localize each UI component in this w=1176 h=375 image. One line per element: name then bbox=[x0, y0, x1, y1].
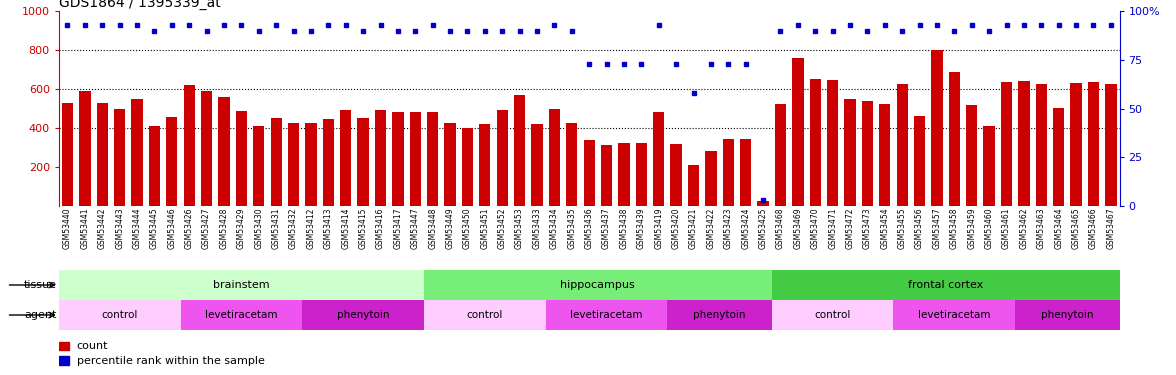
Text: levetiracetam: levetiracetam bbox=[918, 310, 990, 320]
Bar bbox=[149, 126, 160, 206]
Bar bbox=[114, 109, 126, 206]
Bar bbox=[183, 86, 195, 206]
Text: agent: agent bbox=[24, 310, 56, 320]
Bar bbox=[757, 201, 769, 206]
Bar bbox=[425, 300, 546, 330]
Text: phenytoin: phenytoin bbox=[1041, 310, 1094, 320]
Text: brainstem: brainstem bbox=[213, 280, 269, 290]
Bar bbox=[166, 117, 178, 206]
Bar bbox=[722, 139, 734, 206]
Bar bbox=[59, 270, 425, 300]
Bar bbox=[546, 300, 668, 330]
Bar bbox=[1105, 84, 1116, 206]
Bar bbox=[375, 110, 386, 206]
Bar bbox=[409, 112, 421, 206]
Bar bbox=[931, 50, 943, 206]
Bar bbox=[393, 112, 403, 206]
Bar bbox=[201, 91, 212, 206]
Bar bbox=[771, 270, 1120, 300]
Text: control: control bbox=[815, 310, 850, 320]
Bar bbox=[219, 97, 229, 206]
Bar bbox=[496, 110, 508, 206]
Bar bbox=[62, 103, 73, 206]
Bar bbox=[549, 109, 560, 206]
Bar bbox=[775, 104, 786, 206]
Bar bbox=[894, 300, 1015, 330]
Bar bbox=[59, 300, 181, 330]
Bar bbox=[636, 143, 647, 206]
Bar bbox=[793, 58, 803, 206]
Bar bbox=[181, 300, 302, 330]
Bar bbox=[983, 126, 995, 206]
Bar bbox=[358, 117, 369, 206]
Text: control: control bbox=[467, 310, 503, 320]
Bar bbox=[288, 123, 299, 206]
Bar bbox=[59, 356, 69, 365]
Bar bbox=[688, 165, 700, 206]
Bar bbox=[809, 78, 821, 206]
Bar bbox=[601, 145, 613, 206]
Bar bbox=[844, 99, 856, 206]
Bar bbox=[1088, 82, 1100, 206]
Bar bbox=[302, 300, 425, 330]
Text: hippocampus: hippocampus bbox=[561, 280, 635, 290]
Bar bbox=[949, 72, 960, 206]
Bar bbox=[1070, 83, 1082, 206]
Bar bbox=[79, 91, 91, 206]
Bar bbox=[235, 111, 247, 206]
Bar bbox=[1018, 81, 1029, 206]
Bar bbox=[653, 112, 664, 206]
Bar bbox=[340, 110, 352, 206]
Text: percentile rank within the sample: percentile rank within the sample bbox=[76, 356, 265, 366]
Bar bbox=[771, 300, 894, 330]
Bar bbox=[896, 84, 908, 206]
Bar bbox=[532, 124, 542, 206]
Bar bbox=[740, 139, 751, 206]
Text: phenytoin: phenytoin bbox=[694, 310, 746, 320]
Text: levetiracetam: levetiracetam bbox=[205, 310, 278, 320]
Text: phenytoin: phenytoin bbox=[336, 310, 389, 320]
Bar bbox=[583, 140, 595, 206]
Text: control: control bbox=[101, 310, 138, 320]
Bar bbox=[270, 117, 282, 206]
Bar bbox=[479, 124, 490, 206]
Bar bbox=[322, 120, 334, 206]
Bar bbox=[445, 123, 456, 206]
Text: frontal cortex: frontal cortex bbox=[908, 280, 983, 290]
Bar bbox=[1001, 82, 1013, 206]
Bar bbox=[706, 151, 716, 206]
Bar bbox=[668, 300, 771, 330]
Bar bbox=[427, 112, 439, 206]
Text: levetiracetam: levetiracetam bbox=[570, 310, 643, 320]
Bar bbox=[827, 81, 838, 206]
Bar bbox=[862, 101, 873, 206]
Bar bbox=[1036, 84, 1047, 206]
Bar bbox=[1053, 108, 1064, 206]
Text: tissue: tissue bbox=[24, 280, 56, 290]
Bar bbox=[462, 128, 473, 206]
Text: count: count bbox=[76, 341, 108, 351]
Bar bbox=[425, 270, 771, 300]
Text: GDS1864 / 1395339_at: GDS1864 / 1395339_at bbox=[59, 0, 221, 10]
Bar bbox=[1015, 300, 1120, 330]
Bar bbox=[253, 126, 265, 206]
Bar bbox=[670, 144, 682, 206]
Bar bbox=[566, 123, 577, 206]
Bar bbox=[619, 143, 629, 206]
Bar bbox=[59, 342, 69, 351]
Bar bbox=[306, 123, 316, 206]
Bar bbox=[132, 99, 142, 206]
Bar bbox=[514, 95, 526, 206]
Bar bbox=[967, 105, 977, 206]
Bar bbox=[914, 116, 926, 206]
Bar bbox=[96, 103, 108, 206]
Bar bbox=[880, 104, 890, 206]
